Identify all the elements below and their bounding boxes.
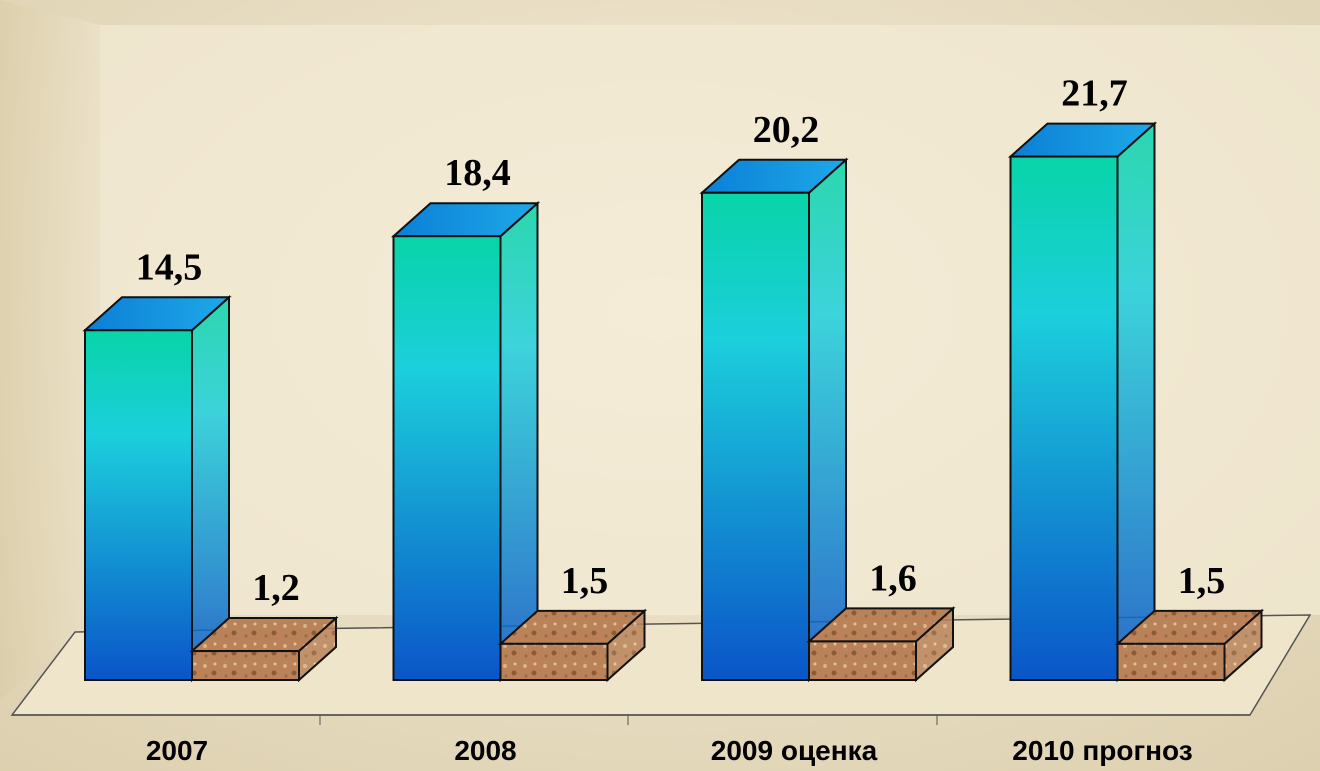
value-label: 21,7 (1061, 73, 1128, 115)
category-label: 2010 прогноз (1012, 735, 1192, 766)
bar-side (808, 157, 847, 683)
category-label: 2007 (146, 735, 208, 766)
bar (499, 642, 609, 682)
value-label: 1,5 (1178, 560, 1226, 602)
bar (701, 191, 810, 681)
value-label: 20,2 (753, 109, 820, 151)
category-label: 2009 оценка (711, 735, 878, 766)
bar (191, 650, 300, 682)
bar (84, 329, 193, 681)
value-label: 1,6 (869, 557, 917, 599)
value-label: 1,2 (252, 567, 300, 609)
bar (1116, 642, 1226, 682)
bar (1009, 155, 1119, 681)
bar (808, 640, 917, 682)
bar-side (1116, 121, 1156, 683)
side-wall (0, 0, 100, 700)
bar-side (499, 200, 539, 683)
value-label: 1,5 (561, 560, 609, 602)
value-label: 18,4 (444, 152, 511, 194)
value-label: 14,5 (136, 246, 203, 288)
bar (392, 235, 502, 682)
category-label: 2008 (454, 735, 516, 766)
